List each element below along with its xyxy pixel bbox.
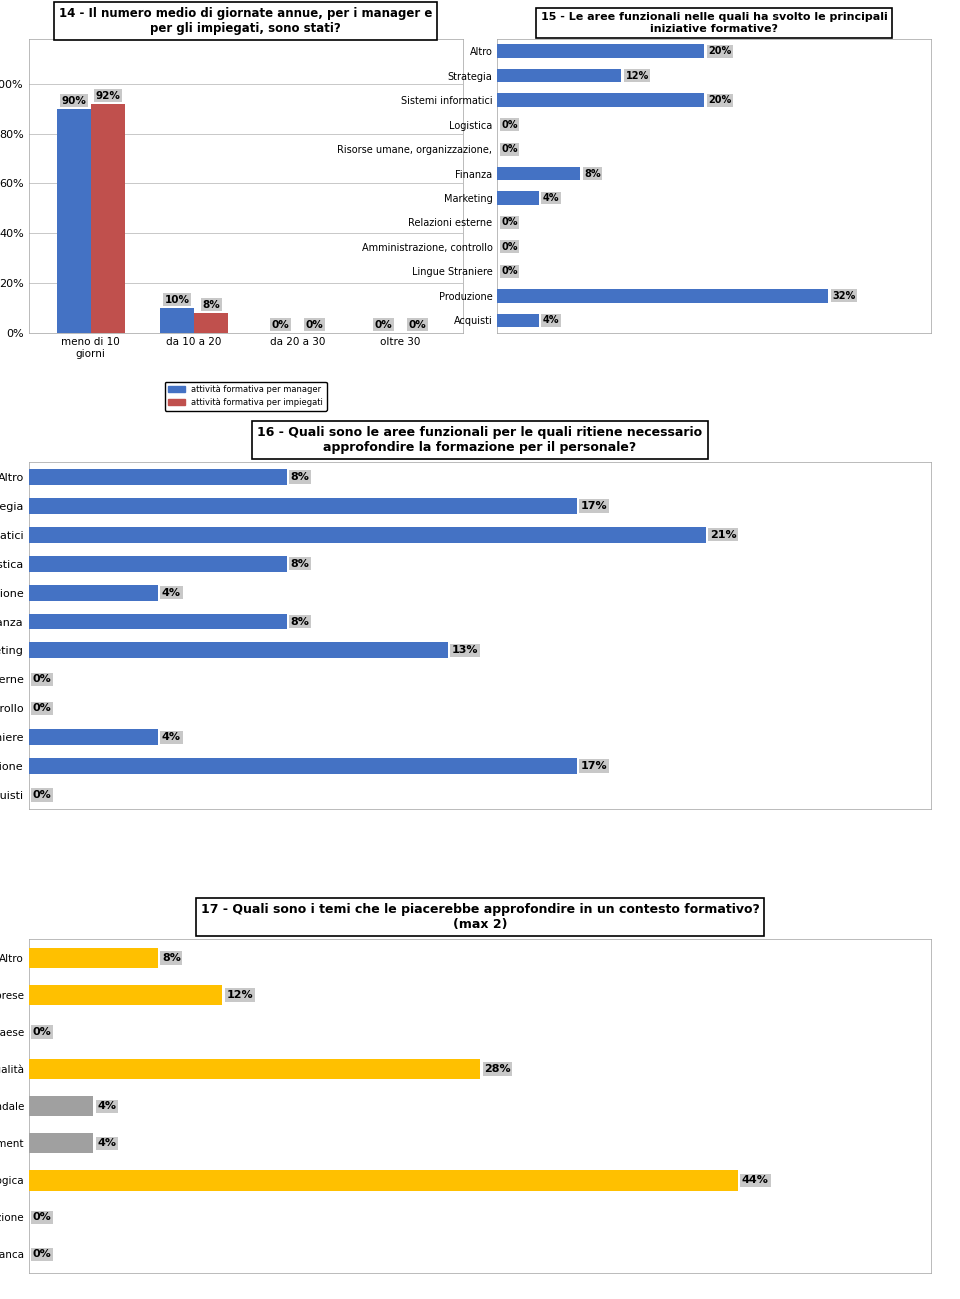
Title: 16 - Quali sono le aree funzionali per le quali ritiene necessario
approfondire : 16 - Quali sono le aree funzionali per l… [257,426,703,455]
Bar [29,729,157,746]
Title: 14 - Il numero medio di giornate annue, per i manager e
per gli impiegati, sono : 14 - Il numero medio di giornate annue, … [59,6,432,35]
Bar [29,759,577,774]
Bar [29,498,577,514]
Text: 0%: 0% [501,266,518,277]
Bar [497,44,704,58]
Text: 21%: 21% [709,530,736,540]
Text: 8%: 8% [162,953,180,963]
Bar [194,313,228,333]
Bar [29,613,287,630]
Bar [160,308,194,333]
Bar [497,69,621,82]
Text: 0%: 0% [501,242,518,252]
Bar [29,527,706,543]
Legend: attività formativa per manager, attività formativa per impiegati: attività formativa per manager, attività… [165,382,326,410]
Text: 8%: 8% [291,559,310,569]
Text: 0%: 0% [409,320,426,330]
Text: 0%: 0% [33,790,52,800]
Text: 12%: 12% [227,990,253,1000]
Text: 4%: 4% [97,1138,116,1148]
Text: 4%: 4% [542,194,560,203]
Text: 0%: 0% [272,320,289,330]
Bar [29,1059,480,1079]
Text: 13%: 13% [452,646,478,656]
Text: 17%: 17% [581,501,608,511]
Bar [29,1170,738,1191]
Text: 4%: 4% [162,733,180,742]
Text: 44%: 44% [742,1176,769,1186]
Bar [497,166,580,181]
Text: 0%: 0% [501,120,518,130]
Text: 20%: 20% [708,95,732,105]
Text: 0%: 0% [33,703,52,713]
Text: 20%: 20% [708,47,732,56]
Bar [91,104,125,333]
Text: 0%: 0% [501,217,518,227]
Text: 0%: 0% [33,1250,52,1260]
Bar [57,109,91,333]
Text: 8%: 8% [203,300,220,310]
Bar [29,556,287,572]
Text: 4%: 4% [542,316,560,325]
Text: 4%: 4% [162,587,180,598]
Bar [497,94,704,107]
Bar [497,191,539,205]
Text: 8%: 8% [291,617,310,626]
Bar [29,948,157,968]
Text: 4%: 4% [97,1102,116,1111]
Text: 0%: 0% [305,320,324,330]
Text: 90%: 90% [61,96,86,105]
Text: 0%: 0% [33,1028,52,1037]
Bar [29,643,447,659]
Title: 15 - Le aree funzionali nelle quali ha svolto le principali
iniziative formative: 15 - Le aree funzionali nelle quali ha s… [540,13,888,34]
Text: 0%: 0% [33,674,52,685]
Text: 10%: 10% [164,295,189,305]
Text: 0%: 0% [374,320,393,330]
Text: 92%: 92% [95,91,120,101]
Text: 28%: 28% [484,1064,511,1074]
Bar [29,1133,93,1154]
Bar [29,985,222,1005]
Bar [497,290,828,303]
Bar [497,313,539,327]
Title: 17 - Quali sono i temi che le piacerebbe approfondire in un contesto formativo?
: 17 - Quali sono i temi che le piacerebbe… [201,903,759,931]
Text: 0%: 0% [33,1212,52,1222]
Text: 8%: 8% [584,169,601,178]
Text: 32%: 32% [832,291,855,301]
Text: 17%: 17% [581,761,608,772]
Text: 8%: 8% [291,472,310,482]
Text: 0%: 0% [501,144,518,155]
Bar [29,585,157,600]
Bar [29,469,287,485]
Text: 12%: 12% [626,70,649,81]
Bar [29,1096,93,1116]
